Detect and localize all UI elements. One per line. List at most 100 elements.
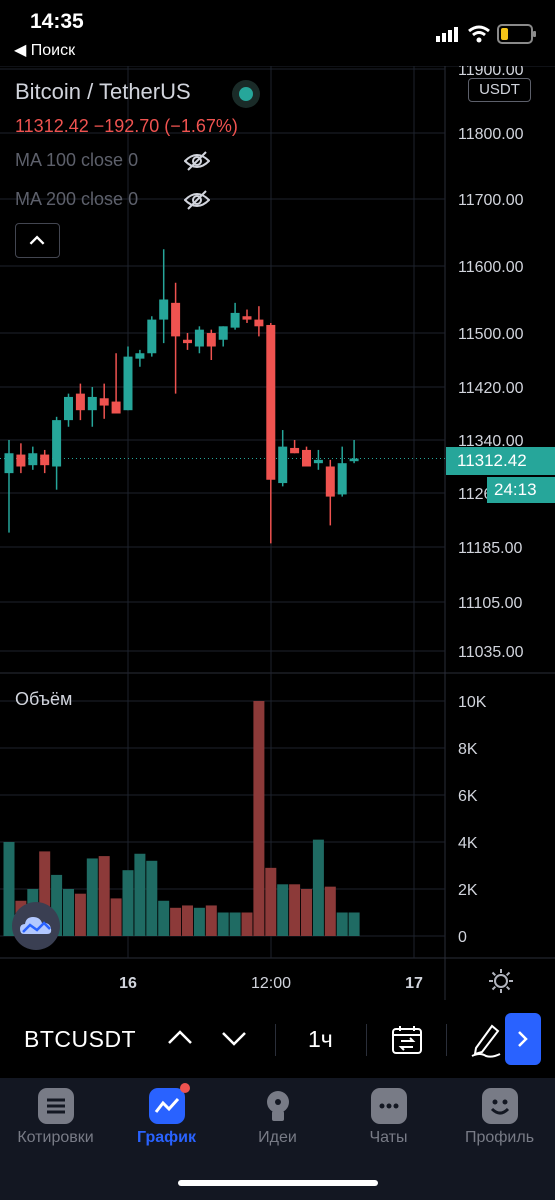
price-tick-label: 11500.00 [458, 326, 524, 343]
chart-icon [148, 1083, 190, 1124]
volume-tick-label: 0 [458, 929, 467, 946]
time-tick-label: 17 [405, 975, 423, 992]
candle-body [16, 454, 26, 467]
volume-tick-label: 8K [458, 741, 478, 758]
volume-tick-label: 10K [458, 694, 487, 711]
candle-body [254, 319, 264, 327]
candle-body [4, 453, 14, 474]
drawing-pen-icon[interactable] [470, 1022, 502, 1058]
ma200-legend[interactable]: MA 200 close 0 [15, 189, 139, 209]
candle-body [159, 299, 169, 320]
volume-tick-label: 4K [458, 835, 478, 852]
volume-bar [336, 912, 348, 936]
volume-axis: 10K 8K 6K 4K 2K 0 [458, 694, 487, 946]
candle-body [349, 458, 359, 462]
volume-bar [253, 701, 265, 936]
price-tick-label: 11185.00 [458, 540, 522, 557]
interval-selector[interactable]: 1ч [308, 1026, 333, 1052]
volume-bar [74, 893, 86, 936]
candle-body [123, 356, 133, 411]
volume-bar [182, 905, 193, 936]
price-tick-label: 11035.00 [458, 644, 524, 661]
candle-body [40, 454, 50, 466]
tab-label: Котировки [17, 1129, 94, 1146]
price-tick-label: 11900.00 [458, 66, 524, 79]
tab-label: Чаты [369, 1129, 408, 1146]
candle-body [302, 449, 311, 467]
volume-bar [324, 886, 336, 936]
bar-countdown-badge: 24:13 [487, 477, 555, 503]
settings-sun-icon[interactable] [488, 968, 514, 994]
symbol-title[interactable]: Bitcoin / TetherUS [15, 79, 191, 104]
candle-body [230, 312, 240, 328]
tab-chart[interactable]: График [111, 1083, 222, 1147]
candle-body [99, 398, 109, 406]
volume-tick-label: 6K [458, 788, 478, 805]
symbol-selector[interactable]: BTCUSDT [24, 1026, 137, 1052]
volume-bar [277, 884, 289, 936]
volume-bar [170, 907, 182, 936]
volume-bar [301, 889, 312, 936]
candle-body [194, 329, 204, 347]
candle-body [290, 447, 300, 454]
volume-bar [348, 912, 360, 936]
chevron-down-icon[interactable] [220, 1029, 248, 1049]
notification-dot [179, 1083, 190, 1093]
price-axis[interactable]: 11900.00 11800.00 11700.00 11600.00 11500.00… [458, 66, 524, 661]
volume-bar [205, 905, 217, 936]
status-bar: 14:35 ◀ Поиск [0, 0, 555, 66]
volume-bar [265, 867, 277, 936]
tab-chats[interactable]: Чаты [333, 1088, 444, 1147]
volume-bar [289, 884, 301, 936]
time-axis[interactable]: 16 12:00 17 [119, 975, 423, 992]
tab-profile[interactable]: Профиль [444, 1088, 555, 1147]
tab-label: График [137, 1129, 196, 1146]
price-tick-label: 11105.00 [458, 595, 522, 612]
home-indicator [178, 1180, 378, 1186]
tab-quotes[interactable]: Котировки [0, 1088, 111, 1147]
eye-hidden-icon[interactable] [184, 150, 210, 172]
volume-bar [51, 874, 63, 936]
candle-body [75, 393, 85, 411]
chevron-up-icon[interactable] [166, 1027, 194, 1047]
collapse-legend-button[interactable] [15, 223, 60, 258]
battery-icon [497, 24, 536, 44]
volume-bar [86, 858, 98, 936]
price-tick-label: 11800.00 [458, 126, 524, 143]
back-to-search-link[interactable]: ◀ Поиск [14, 42, 76, 59]
ma100-legend[interactable]: MA 100 close 0 [15, 150, 139, 170]
toolbar-next-button[interactable] [505, 1013, 541, 1065]
volume-pane-title[interactable]: Объём [15, 689, 73, 709]
compare-cloud-icon[interactable] [12, 902, 60, 950]
volume-bar [158, 900, 170, 936]
currency-badge[interactable]: USDT [468, 78, 531, 102]
lightbulb-icon [260, 1088, 296, 1124]
volume-bar [122, 870, 134, 936]
volume-bar [63, 889, 74, 936]
candle-body [242, 316, 252, 320]
price-tick-label: 11700.00 [458, 192, 524, 209]
candle-body [278, 446, 288, 484]
toolbar-divider [275, 1024, 276, 1056]
eye-hidden-icon[interactable] [184, 189, 210, 211]
tab-ideas[interactable]: Идеи [222, 1088, 333, 1147]
signal-icon [436, 27, 458, 42]
toolbar-divider [446, 1024, 447, 1056]
volume-bar [134, 853, 146, 936]
chart-area[interactable]: 11900.00 11800.00 11700.00 11600.00 11500.00… [0, 66, 555, 1000]
candle-body [218, 326, 228, 340]
smiley-icon [481, 1088, 518, 1124]
wifi-icon [468, 25, 490, 43]
candle-body [266, 324, 276, 480]
volume-bar [3, 842, 15, 936]
volume-tick-label: 2K [458, 882, 478, 899]
candle-body [28, 453, 38, 466]
candle-body [171, 302, 181, 337]
candle-body [87, 396, 97, 411]
price-tick-label: 11340.00 [458, 433, 524, 450]
volume-bars [3, 701, 360, 936]
candle-body [147, 319, 157, 354]
calendar-goto-date-icon[interactable] [391, 1024, 423, 1056]
price-change: 11312.42 −192.70 (−1.67%) [15, 116, 238, 136]
market-status-icon[interactable] [232, 80, 260, 108]
